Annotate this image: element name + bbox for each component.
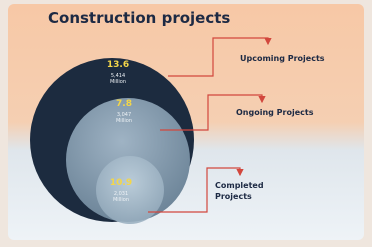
ring-unit: Million <box>104 118 144 124</box>
artwork <box>0 0 372 247</box>
ring-value: 13.6 <box>98 60 138 70</box>
title: Construction projects <box>48 9 230 27</box>
ring-label: Ongoing Projects <box>236 108 313 117</box>
ring-unit: Million <box>98 79 138 85</box>
ring-value: 7.8 <box>104 99 144 109</box>
ring-label: Completed Projects <box>215 180 277 202</box>
ring-value: 10.9 <box>101 178 141 188</box>
ring-label: Upcoming Projects <box>240 54 325 63</box>
ring-unit: Million <box>101 197 141 203</box>
inner-circle <box>96 156 164 224</box>
infographic: Construction projects 13.6 5,414 Million… <box>0 0 372 247</box>
